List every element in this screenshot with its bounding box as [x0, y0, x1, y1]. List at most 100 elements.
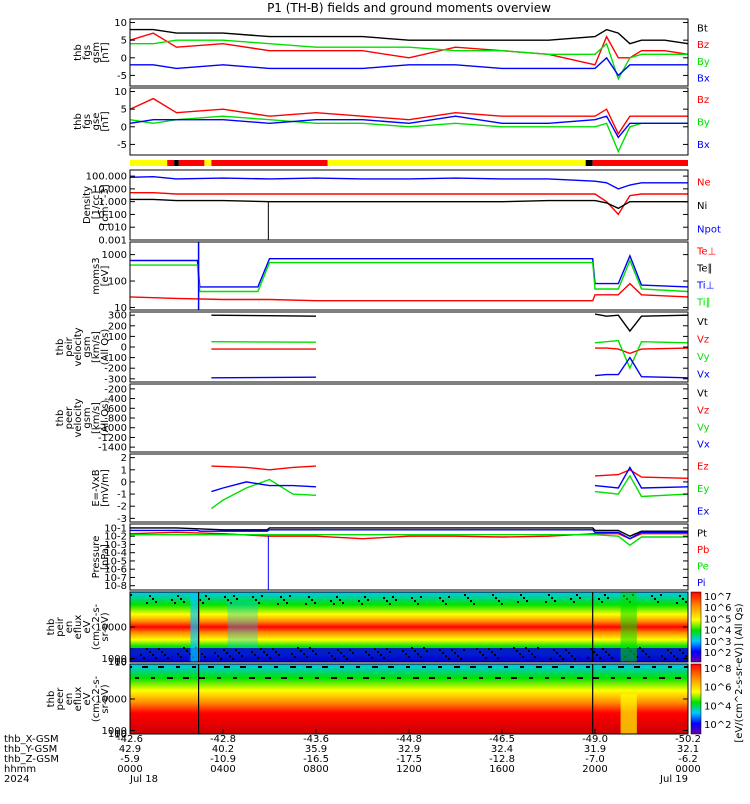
spectrogram-noise-dot [563, 677, 565, 679]
spectrogram-noise-dot [651, 595, 653, 597]
y-tick-label: -200 [104, 384, 127, 395]
spectrogram-noise-dot [392, 596, 394, 598]
spectrogram-noise-dot [349, 649, 351, 651]
y-axis-label: eflux [73, 615, 84, 640]
spectrogram-noise-dot [189, 653, 191, 655]
spectrogram-noise-dot [356, 666, 358, 668]
x-tick-label: -6.2 [678, 754, 698, 765]
spectrogram-noise-dot [280, 596, 282, 598]
spectrogram-noise-dot [500, 648, 502, 650]
y-tick-label: 10-3 [104, 540, 127, 551]
colorbar-tick: 10^7 [704, 592, 731, 603]
y-tick-label: 10 [114, 18, 127, 29]
x-tick-label: 35.9 [305, 744, 327, 755]
legend-entry: Ti∥ [696, 298, 711, 309]
spectrogram-noise-dot [479, 677, 481, 679]
y-axis-label: thb [73, 44, 84, 61]
y-tick-label: 100 [108, 657, 127, 668]
spectrogram-noise-dot [300, 650, 302, 652]
mode-segment [592, 160, 688, 166]
y-tick-label: 1.000 [98, 197, 127, 208]
x-tick-label: -5.9 [120, 754, 140, 765]
x-tick-label: 40.2 [212, 744, 234, 755]
spectrogram-noise-dot [368, 654, 370, 656]
y-axis-label: (cm^2-s- [91, 675, 102, 722]
spectrogram-noise-dot [176, 666, 178, 668]
y-tick-label: -3 [117, 514, 127, 525]
spectrogram-noise-dot [130, 594, 132, 596]
legend-entry: Bz [697, 95, 709, 106]
y-tick-label: 10-4 [104, 548, 127, 559]
legend-entry: Ne [697, 178, 711, 189]
spectrogram-noise-dot [153, 677, 155, 679]
spectrogram-noise-dot [334, 658, 336, 660]
spectrogram-noise-dot [570, 666, 572, 668]
spectrogram-noise-dot [399, 677, 401, 679]
spectrogram-noise-dot [260, 666, 262, 668]
spectrogram-noise-dot [414, 600, 416, 602]
legend-entry: Te∥ [696, 264, 713, 275]
spectrogram-noise-dot [314, 602, 316, 604]
spectrogram-noise-dot [536, 666, 538, 668]
spectrogram-noise-dot [331, 677, 333, 679]
spectrogram-noise-dot [289, 595, 291, 597]
spectrogram-noise-dot [223, 649, 225, 651]
spectrogram-noise-dot [545, 601, 547, 603]
spectrogram-noise-dot [258, 666, 260, 668]
spectrogram-noise-dot [479, 651, 481, 653]
spectrogram-noise-dot [445, 655, 447, 657]
x-tick-label: 1600 [489, 764, 514, 775]
spectrogram-noise-dot [686, 666, 688, 668]
spectrogram-noise-dot [343, 655, 345, 657]
series-line-Ne [130, 191, 688, 216]
spectrogram-noise-dot [367, 677, 369, 679]
spectrogram-noise-dot [431, 677, 433, 679]
spectrogram-noise-dot [346, 658, 348, 660]
mode-segment [167, 160, 175, 166]
spectrogram-noise-dot [470, 600, 472, 602]
x-tick-label: -16.5 [303, 754, 329, 765]
spectrogram-noise-dot [654, 598, 656, 600]
spectrogram-noise-dot [160, 666, 162, 668]
colorbar-tick: 10^5 [704, 614, 731, 625]
spectrogram-noise-dot [408, 666, 410, 668]
y-tick-label: -800 [104, 414, 127, 425]
spectrogram-noise-dot [447, 677, 449, 679]
spectrogram-noise-dot [177, 595, 179, 597]
mode-segment [211, 160, 328, 166]
spectrogram-noise-dot [232, 658, 234, 660]
legend-entry: Pb [697, 545, 709, 556]
spectrogram-noise-dot [269, 657, 271, 659]
series-line-By [130, 39, 688, 81]
x-tick-label: -50.2 [675, 734, 701, 745]
colorbar [690, 591, 702, 663]
series-line-Pi [130, 529, 688, 540]
spectrogram-noise-dot [574, 658, 576, 660]
legend-entry: Bx [697, 140, 710, 151]
spectrogram-event-band [620, 592, 637, 662]
spectrogram-noise-dot [149, 595, 151, 597]
spectrogram-noise-dot [214, 652, 216, 654]
spectrogram-noise-dot [620, 666, 622, 668]
y-tick-label: 0 [121, 53, 127, 64]
spectrogram-noise-dot [498, 600, 500, 602]
x-tick-label: -42.6 [117, 734, 143, 745]
spectrogram-noise-dot [538, 666, 540, 668]
x-tick-label: 0800 [303, 764, 328, 775]
spectrogram-noise-dot [152, 654, 154, 656]
spectrogram-noise-dot [386, 600, 388, 602]
spectrogram-noise-dot [588, 666, 590, 668]
spectrogram-noise-dot [513, 647, 515, 649]
spectrogram-noise-dot [433, 677, 435, 679]
y-axis-label: thb [55, 410, 66, 427]
spectrogram-noise-dot [241, 655, 243, 657]
spectrogram-noise-dot [383, 657, 385, 659]
spectrogram-noise-dot [277, 603, 279, 605]
spectrogram-noise-dot [464, 594, 466, 596]
spectrogram-noise-dot [183, 677, 185, 679]
y-tick-label: -600 [104, 404, 127, 415]
y-tick-label: 100.000 [86, 172, 127, 183]
